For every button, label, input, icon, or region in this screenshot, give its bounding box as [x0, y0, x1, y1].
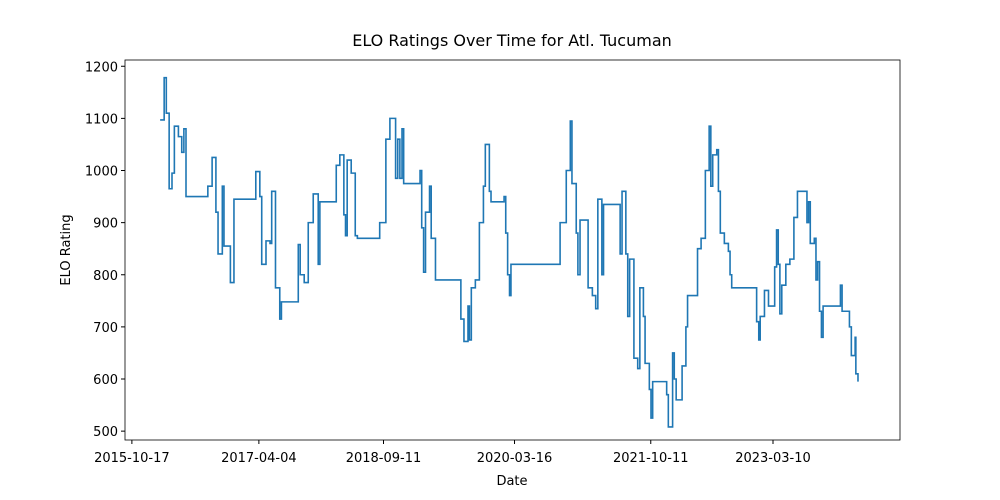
x-tick-label: 2020-03-16 — [477, 451, 553, 466]
y-tick-label: 600 — [93, 373, 118, 388]
y-tick-label: 500 — [93, 425, 118, 440]
x-tick-label: 2018-09-11 — [346, 451, 422, 466]
x-tick-label: 2021-10-11 — [613, 451, 689, 466]
x-tick-label: 2015-10-17 — [94, 451, 170, 466]
y-tick-label: 1000 — [85, 165, 118, 180]
y-tick-label: 1100 — [85, 112, 118, 127]
x-tick-label: 2023-03-10 — [735, 451, 811, 466]
y-tick-label: 900 — [93, 217, 118, 232]
plot-frame — [124, 59, 901, 441]
x-tick-label: 2017-04-04 — [221, 451, 297, 466]
y-tick-label: 700 — [93, 321, 118, 336]
y-tick-label: 1200 — [85, 60, 118, 75]
chart-title: ELO Ratings Over Time for Atl. Tucuman — [352, 31, 672, 50]
x-axis-label: Date — [496, 474, 527, 489]
data-line — [160, 76, 859, 428]
y-axis-label: ELO Rating — [59, 214, 74, 285]
y-tick-label: 800 — [93, 269, 118, 284]
